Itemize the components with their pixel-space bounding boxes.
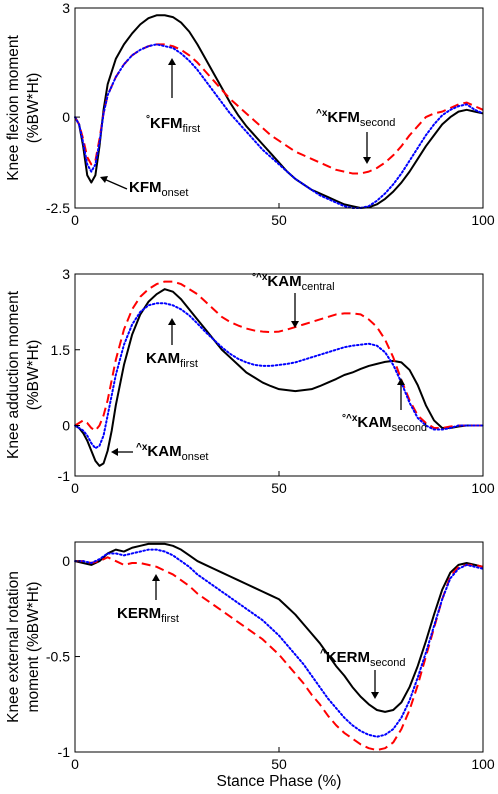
p1-series-dotted xyxy=(74,302,484,450)
ann-kam-second: °^xKAMsecond xyxy=(342,413,427,434)
p0-series-solid xyxy=(74,14,484,209)
p2-series-dotted xyxy=(74,548,484,738)
ann-kfm-onset: KFMonset xyxy=(129,179,188,199)
p0-series-group xyxy=(74,14,484,209)
p1-ytick-label: 1.5 xyxy=(51,342,71,358)
p2-ylabel-line2: moment (%BW*Ht) xyxy=(25,582,42,713)
arrow-kfm-onset xyxy=(103,178,128,190)
p1-ytick-label: -1 xyxy=(58,468,71,484)
p1-ytick-label: 3 xyxy=(62,266,70,282)
p0-ylabel-line2: (%BW*Ht) xyxy=(25,73,42,144)
ann-kam-onset: ^xKAMonset xyxy=(136,442,209,463)
ann-kam-central: °^xKAMcentral xyxy=(252,272,335,293)
p0-annotations: °KFMfirst ^xKFMsecond KFMonset xyxy=(100,58,395,199)
arrowhead-kerm-second xyxy=(371,692,379,699)
p2-ytick-label: 0 xyxy=(62,553,70,569)
p0-xtick-label: 0 xyxy=(71,212,79,228)
p2-annotations: KERMfirst ^KERMsecond xyxy=(117,574,406,699)
p1-ylabel-line1: Knee adduction moment xyxy=(5,290,22,459)
arrowhead-kam-central xyxy=(291,321,299,328)
ann-kerm-first: KERMfirst xyxy=(117,605,179,625)
p0-ylabel-line1: Knee flexion moment xyxy=(5,35,22,181)
arrowhead-kfm-first xyxy=(168,58,176,65)
ann-kfm-second: ^xKFMsecond xyxy=(316,108,395,129)
arrowhead-kfm-second xyxy=(363,157,371,164)
p2-series-group xyxy=(74,542,484,752)
p2-xtick-label: 50 xyxy=(271,756,287,772)
arrowhead-kam-first xyxy=(168,318,176,325)
p0-ytick-label: 3 xyxy=(62,0,70,16)
p1-ytick-label: 0 xyxy=(62,418,70,434)
ann-kfm-first: °KFMfirst xyxy=(146,114,200,135)
arrowhead-kam-second xyxy=(397,378,405,385)
p2-xlabel: Stance Phase (%) xyxy=(217,773,342,790)
p1-annotations: °^xKAMcentral KAMfirst °^xKAMsecond ^xKA… xyxy=(111,272,427,463)
p0-xtick-label: 100 xyxy=(471,212,495,228)
p1-series-solid xyxy=(74,288,483,467)
p1-series-group xyxy=(74,280,484,467)
p2-xtick-label: 0 xyxy=(71,756,79,772)
p0-ytick-label: -2.5 xyxy=(46,200,70,216)
ann-kerm-second: ^KERMsecond xyxy=(320,648,406,669)
p1-ylabel-line2: (%BW*Ht) xyxy=(25,340,42,411)
p2-ylabel-line1: Knee external rotation xyxy=(5,571,22,723)
arrowhead-kerm-first xyxy=(152,574,160,581)
p1-xtick-label: 0 xyxy=(71,480,79,496)
arrowhead-kam-onset xyxy=(111,448,118,456)
p0-series-dotted xyxy=(74,43,484,209)
p2-series-solid xyxy=(74,542,484,713)
p0-ytick-label: 0 xyxy=(62,109,70,125)
p2-ytick-label: -0.5 xyxy=(46,649,70,665)
p2-ytick-label: -1 xyxy=(58,744,71,760)
p1-xtick-label: 100 xyxy=(471,480,495,496)
p1-xtick-label: 50 xyxy=(271,480,287,496)
arrowhead-kfm-onset xyxy=(100,176,108,183)
p2-series-dashed xyxy=(75,556,484,752)
ann-kam-first: KAMfirst xyxy=(146,350,198,370)
panel-knee-external-rotation: 0 50 100 0 -0.5 -1 Knee external rotation mom… xyxy=(5,541,495,790)
p2-ticks: 0 50 100 0 -0.5 -1 xyxy=(46,553,495,772)
p0-xtick-label: 50 xyxy=(271,212,287,228)
p2-xtick-label: 100 xyxy=(471,756,495,772)
